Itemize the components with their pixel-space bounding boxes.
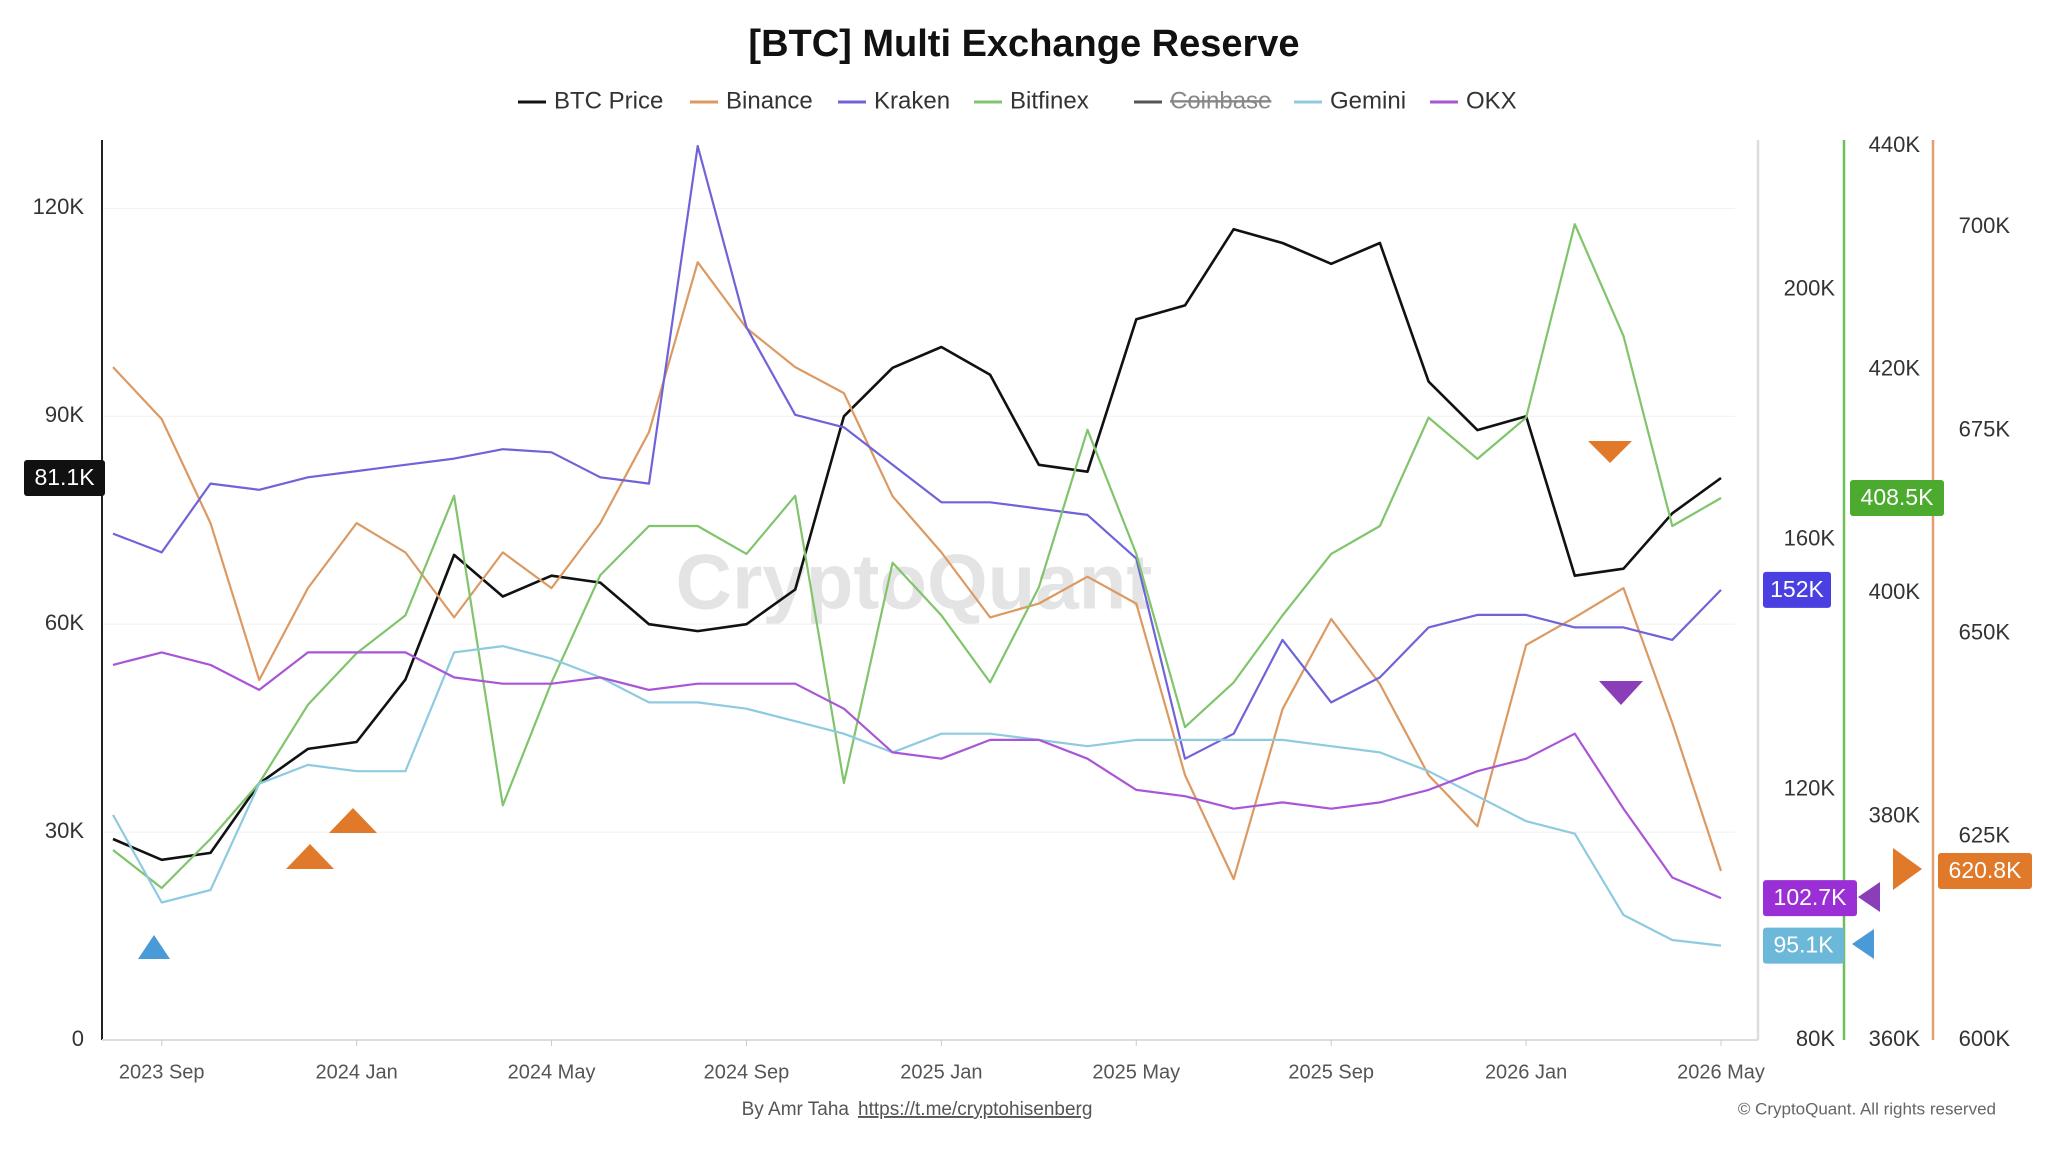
value-badge-label: 102.7K <box>1774 884 1848 910</box>
legend-label: Binance <box>726 87 813 114</box>
triangle-marker <box>1858 882 1880 912</box>
value-badge-label: 81.1K <box>34 464 95 490</box>
copyright: © CryptoQuant. All rights reserved <box>1738 1099 1996 1118</box>
legend: BTC Price Binance Kraken Bitfinex Coinbase Ge… <box>518 87 1517 114</box>
legend-label: Coinbase <box>1170 87 1271 114</box>
triangle-marker <box>1893 848 1922 890</box>
value-badge <box>1850 480 1944 517</box>
plot <box>112 144 1723 947</box>
x-tick-label: 2025 Jan <box>900 1061 982 1083</box>
y-tick-label: 675K <box>1959 416 2011 441</box>
y-tick-label: 30K <box>45 818 84 843</box>
value-badge <box>1763 571 1831 608</box>
y-tick-label: 120K <box>33 194 85 219</box>
y-tick-label: 440K <box>1869 132 1921 157</box>
legend-label: OKX <box>1466 87 1517 114</box>
value-badge-label: 152K <box>1770 576 1824 602</box>
link[interactable]: https://t.me/cryptohisenberg <box>858 1099 1092 1120</box>
legend-label: Kraken <box>874 87 950 114</box>
x-tick-label: 2024 Jan <box>315 1061 397 1083</box>
legend-label: BTC Price <box>554 87 663 114</box>
series-line <box>112 261 1723 881</box>
chart-title: [BTC] Multi Exchange Reserve <box>748 23 1299 65</box>
annotations <box>138 441 1922 959</box>
series-line <box>112 645 1722 947</box>
y-tick-label: 120K <box>1784 776 1836 801</box>
value-badge-label: 408.5K <box>1861 484 1935 510</box>
triangle-marker <box>1852 929 1874 959</box>
y-tick-label: 60K <box>45 610 84 635</box>
triangle-marker <box>286 844 334 869</box>
y-tick-label: 420K <box>1869 355 1921 380</box>
y-tick-label: 700K <box>1959 213 2011 238</box>
x-tick-label: 2026 May <box>1677 1061 1765 1083</box>
value-badge-label: 95.1K <box>1773 932 1834 958</box>
axes: 0 30K 60K 90K 120K 80K 120K 160K 200K 360K 380K 400… <box>33 132 2011 1083</box>
x-tick-label: 2025 Sep <box>1288 1061 1374 1083</box>
legend-label: Bitfinex <box>1010 87 1089 114</box>
series-line <box>112 227 1722 862</box>
credit: By Amr Taha <box>742 1099 850 1120</box>
value-badge <box>1763 927 1844 964</box>
value-badge <box>1763 880 1857 917</box>
y-tick-label: 650K <box>1959 619 2011 644</box>
x-tick-label: 2026 Jan <box>1485 1061 1567 1083</box>
legend-label: Gemini <box>1330 87 1406 114</box>
value-badge <box>24 459 105 496</box>
y-tick-label: 380K <box>1869 802 1921 827</box>
y-tick-label: 0 <box>72 1026 84 1051</box>
series-line <box>112 651 1722 900</box>
y-tick-label: 200K <box>1784 276 1836 301</box>
triangle-marker <box>138 935 170 959</box>
x-tick-label: 2025 May <box>1092 1061 1180 1083</box>
y-tick-label: 625K <box>1959 823 2011 848</box>
triangle-marker <box>1599 681 1643 705</box>
y-tick-label: 600K <box>1959 1026 2011 1051</box>
series-line <box>112 144 1722 760</box>
badges: 81.1K 620.8K 152K 408.5K 95.1K 102.7K <box>24 459 2032 964</box>
watermark: CryptoQuant <box>676 538 1153 626</box>
x-tick-label: 2023 Sep <box>119 1061 205 1083</box>
y-tick-label: 90K <box>45 402 84 427</box>
value-badge <box>1938 852 2032 889</box>
y-tick-label: 160K <box>1784 526 1836 551</box>
series-line <box>112 223 1722 890</box>
y-tick-label: 80K <box>1796 1026 1835 1051</box>
value-badge-label: 620.8K <box>1949 857 2023 883</box>
triangle-marker <box>1588 441 1632 463</box>
x-tick-label: 2024 May <box>508 1061 596 1083</box>
y-tick-label: 400K <box>1869 579 1921 604</box>
triangle-marker <box>329 808 377 833</box>
y-tick-label: 360K <box>1869 1026 1921 1051</box>
x-tick-label: 2024 Sep <box>704 1061 790 1083</box>
